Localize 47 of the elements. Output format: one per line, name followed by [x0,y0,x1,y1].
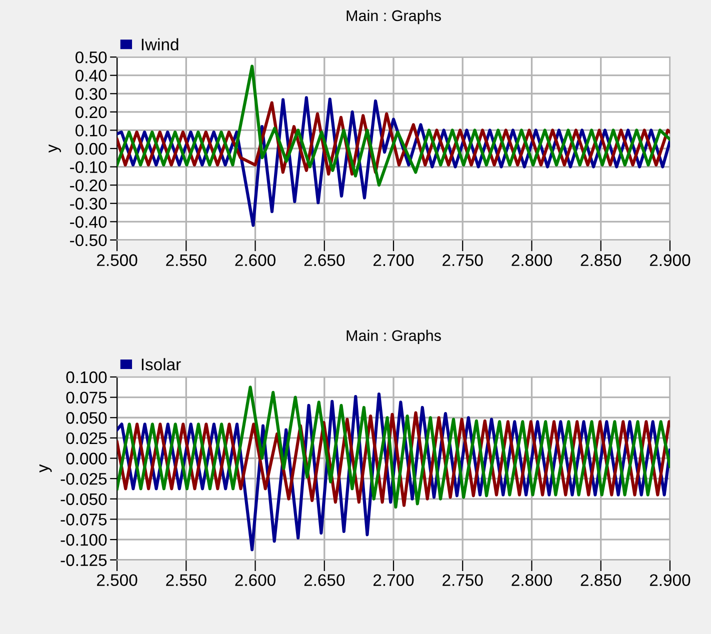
legend-label: Iwind [142,38,178,50]
y-tick-label: 0.30 [76,88,107,100]
x-tick-label: 2.600 [235,574,276,586]
x-tick-label: 2.550 [166,574,206,586]
y-tick-label: -0.125 [60,554,107,566]
legend-label: Isolar [142,358,181,370]
x-tick-label: 2.800 [512,574,552,586]
x-tick-label: 2.550 [166,254,206,266]
chart-title: Main : Graphs [346,330,441,344]
y-tick-label: -0.10 [70,161,107,174]
y-tick-label: 0.40 [76,70,107,82]
y-tick-label: 0.075 [66,392,107,404]
x-tick-label: 2.700 [373,574,414,586]
y-tick-label: -0.50 [70,234,107,246]
chart-title: Main : Graphs [346,10,441,24]
y-tick-label: 0.050 [66,412,107,424]
y-tick-label: -0.050 [60,493,107,506]
x-tick-label: 2.500 [97,254,138,266]
x-tick-label: 2.750 [442,254,483,266]
y-tick-label: 0.50 [76,51,107,64]
y-tick-label: -0.025 [60,472,107,485]
y-axis-title: y [39,464,52,473]
y-tick-label: 0.025 [66,432,107,444]
x-tick-label: 2.800 [512,254,552,266]
y-tick-label: 0.00 [76,142,107,155]
x-tick-label: 2.900 [650,254,690,266]
y-tick-label: -0.20 [70,179,107,192]
line-series [117,386,670,509]
x-tick-label: 2.600 [235,254,276,266]
y-tick-label: -0.075 [60,514,107,526]
y-tick-label: 0.100 [66,371,107,384]
x-tick-label: 2.750 [442,574,483,586]
y-tick-label: 0.10 [76,124,107,136]
x-tick-label: 2.650 [304,574,345,586]
x-tick-label: 2.850 [580,254,622,266]
y-tick-label: 0.20 [76,106,107,118]
y-tick-label: -0.30 [70,198,107,210]
y-tick-label: 0.000 [66,452,107,464]
x-tick-label: 2.700 [373,254,414,266]
x-tick-label: 2.500 [97,574,138,586]
x-tick-label: 2.650 [304,254,345,266]
y-tick-label: -0.40 [70,216,107,228]
x-tick-label: 2.850 [580,574,622,586]
line-series [117,64,670,187]
x-tick-label: 2.900 [650,574,690,586]
y-axis-title: y [48,144,61,153]
y-tick-label: -0.100 [60,534,107,546]
